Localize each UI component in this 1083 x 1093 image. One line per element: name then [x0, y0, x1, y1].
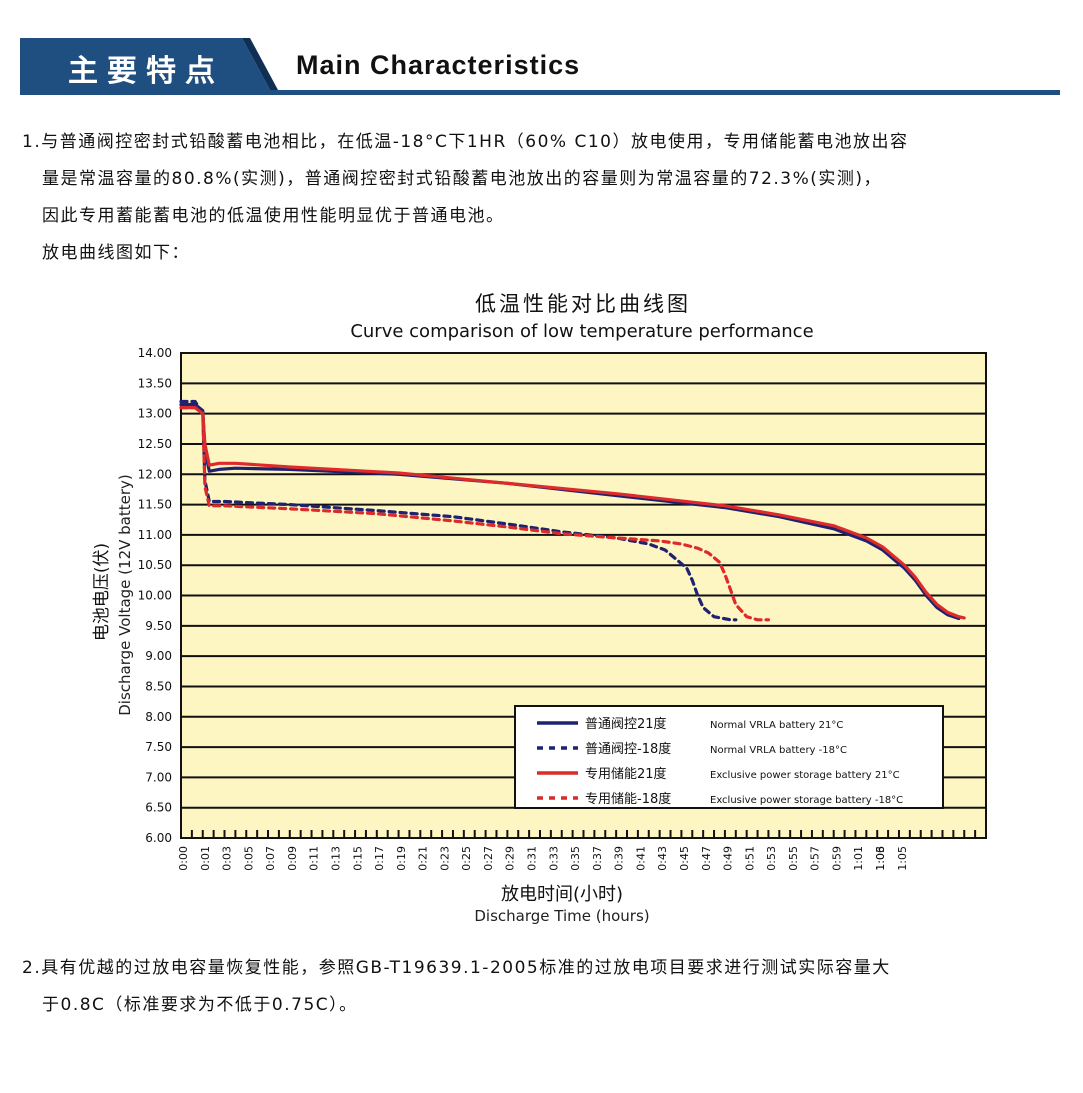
x-tick-label: 0:41: [634, 846, 647, 871]
header-title-en: Main Characteristics: [296, 50, 581, 80]
header-tab-edge: [242, 38, 278, 90]
x-tick-label: 0:35: [569, 846, 582, 871]
legend-label-cn: 专用储能21度: [585, 766, 667, 782]
x-tick-label: 0:13: [329, 846, 342, 871]
x-tick-label: 0:01: [199, 846, 212, 871]
x-tick-label: 0:37: [591, 846, 604, 871]
grid-lines: [181, 352, 986, 839]
y-tick-label: 14.00: [138, 346, 172, 360]
x-axis-label-en: Discharge Time (hours): [474, 907, 649, 925]
y-tick-label: 10.50: [138, 558, 172, 572]
x-tick-label: 0:09: [286, 846, 299, 871]
x-tick-label: 0:59: [830, 846, 843, 871]
x-axis-label-cn: 放电时间(小时): [501, 884, 623, 905]
x-tick-label: 1:05: [896, 846, 909, 871]
header-tab-shape: [20, 38, 270, 90]
x-tick-label: 0:29: [504, 846, 517, 871]
x-tick-label: 0:49: [722, 846, 735, 871]
y-tick-label: 12.00: [138, 467, 172, 481]
legend: 普通阀控21度 Normal VRLA battery 21°C 普通阀控-18度 N…: [514, 705, 944, 809]
y-tick-label: 8.50: [145, 679, 172, 693]
x-tick-label: 1:06: [874, 846, 887, 871]
y-axis-label-cn: 电池电压(伏): [92, 543, 112, 641]
y-tick-label: 13.00: [138, 407, 172, 421]
chart-title: 低温性能对比曲线图: [475, 292, 691, 316]
paragraph-1-line-3: 因此专用蓄能蓄电池的低温使用性能明显优于普通电池。: [42, 206, 505, 226]
legend-items: 普通阀控21度 Normal VRLA battery 21°C 普通阀控-18度 N…: [537, 716, 903, 807]
y-tick-label: 6.50: [145, 801, 172, 815]
chart-subtitle: Curve comparison of low temperature perf…: [350, 321, 813, 342]
x-tick-label: 0:31: [526, 846, 539, 871]
y-tick-label: 10.00: [138, 589, 172, 603]
paragraph-2: 2.具有优越的过放电容量恢复性能，参照GB-T19639.1-2005标准的过放…: [22, 950, 1072, 1024]
x-tick-label: 1:03: [874, 846, 887, 871]
discharge-curve-chart: 低温性能对比曲线图 Curve comparison of low temper…: [92, 292, 987, 925]
legend-label-en: Exclusive power storage battery 21°C: [710, 770, 900, 781]
x-tick-label: 0:47: [700, 846, 713, 871]
section-header: 主要特点 Main Characteristics: [20, 38, 1060, 96]
paragraph-2-line-1: 2.具有优越的过放电容量恢复性能，参照GB-T19639.1-2005标准的过放…: [22, 958, 891, 978]
header-tab: [20, 38, 278, 90]
y-tick-label: 7.00: [145, 770, 172, 784]
y-tick-label: 7.50: [145, 740, 172, 754]
x-tick-label: 0:03: [221, 846, 234, 871]
legend-label-cn: 普通阀控-18度: [585, 741, 671, 757]
legend-label-en: Normal VRLA battery 21°C: [710, 720, 843, 731]
y-tick-label: 11.00: [138, 528, 172, 542]
x-tick-label: 0:11: [308, 846, 321, 871]
x-tick-label: 0:05: [242, 846, 255, 871]
x-tick-label: 0:17: [373, 846, 386, 871]
x-tick-label: 0:25: [460, 846, 473, 871]
x-tick-label: 0:39: [613, 846, 626, 871]
y-tick-label: 9.50: [145, 619, 172, 633]
x-tick-label: 0:51: [743, 846, 756, 871]
legend-box: [514, 705, 944, 809]
x-tick-label: 0:21: [417, 846, 430, 871]
header-rule: [20, 90, 1060, 95]
y-tick-label: 13.50: [138, 376, 172, 390]
legend-label-cn: 普通阀控21度: [585, 716, 667, 732]
x-tick-label: 0:00: [177, 846, 190, 871]
y-tick-label: 11.50: [138, 498, 172, 512]
y-tick-label: 12.50: [138, 437, 172, 451]
legend-label-en: Normal VRLA battery -18°C: [710, 745, 847, 756]
paragraph-1-line-1: 1.与普通阀控密封式铅酸蓄电池相比，在低温-18°C下1HR（60% C10）放…: [22, 132, 909, 152]
legend-label-cn: 专用储能-18度: [585, 791, 671, 807]
x-tick-label: 0:15: [351, 846, 364, 871]
x-tick-label: 1:01: [852, 846, 865, 871]
y-axis-ticks: 6.00 6.50 7.00 7.50 8.00 8.50 9.00 9.50 10.00 10.…: [138, 346, 172, 845]
x-tick-label: 0:23: [438, 846, 451, 871]
paragraph-1-line-4: 放电曲线图如下：: [42, 243, 190, 263]
y-tick-label: 8.00: [145, 710, 172, 724]
y-axis-label-en: Discharge Voltage (12V battery): [116, 474, 134, 716]
paragraph-1-line-2: 量是常温容量的80.8%(实测)，普通阀控密封式铅酸蓄电池放出的容量则为常温容量…: [42, 169, 883, 189]
legend-label-en: Exclusive power storage battery -18°C: [710, 795, 903, 806]
paragraph-1: 1.与普通阀控密封式铅酸蓄电池相比，在低温-18°C下1HR（60% C10）放…: [22, 124, 1067, 272]
header-title-cn: 主要特点: [68, 54, 224, 89]
x-tick-label: 0:07: [264, 846, 277, 871]
x-tick-label: 0:27: [482, 846, 495, 871]
y-tick-label: 6.00: [145, 831, 172, 845]
x-tick-label: 0:55: [787, 846, 800, 871]
x-tick-label: 0:57: [809, 846, 822, 871]
series-line-4: [179, 406, 770, 622]
series-line-3: [179, 406, 966, 620]
x-axis-ticks: 0:00 0:01 0:03 0:05 0:07 0:09 0:11 0:13 0:15 0:17…: [177, 830, 987, 871]
x-tick-label: 0:19: [395, 846, 408, 871]
x-tick-label: 0:45: [678, 846, 691, 871]
paragraph-2-line-2: 于0.8C（标准要求为不低于0.75C）。: [42, 995, 358, 1015]
series-group: [179, 399, 966, 622]
x-tick-label: 0:53: [765, 846, 778, 871]
x-tick-label: 0:43: [656, 846, 669, 871]
x-tick-label: 0:33: [547, 846, 560, 871]
y-tick-label: 9.00: [145, 649, 172, 663]
